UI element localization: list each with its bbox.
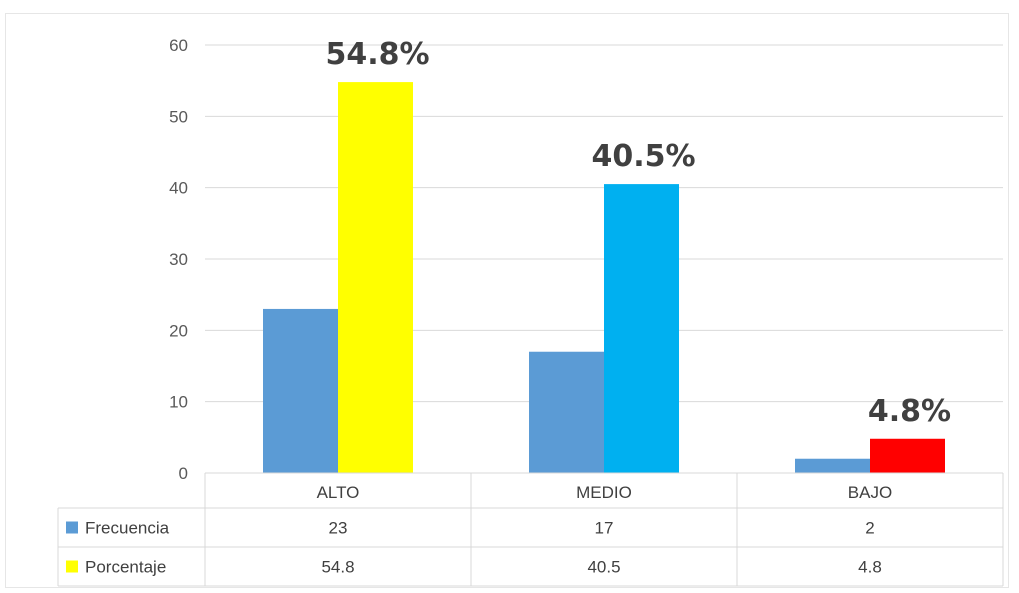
y-tick-label: 10	[169, 393, 188, 412]
category-label: ALTO	[317, 483, 360, 502]
data-table: ALTO MEDIO BAJO Frecuencia 23 17 2 Porcentaje 54…	[57, 472, 1004, 587]
y-tick-label: 60	[169, 36, 188, 55]
table-cell: 23	[329, 519, 348, 538]
legend-key-frecuencia	[66, 521, 78, 534]
bars	[263, 82, 945, 474]
category-label: MEDIO	[576, 483, 632, 502]
data-label: 54.8%	[325, 37, 429, 72]
bar-frecuencia-bajo	[795, 458, 870, 473]
table-cell: 4.8	[858, 558, 882, 577]
legend-key-porcentaje	[66, 560, 78, 573]
table-cell: 40.5	[587, 558, 620, 577]
data-labels: 54.8% 40.5% 4.8%	[325, 37, 951, 429]
y-tick-label: 30	[169, 250, 188, 269]
y-tick-label: 20	[169, 321, 188, 340]
y-tick-label: 50	[169, 107, 188, 126]
y-tick-label: 40	[169, 179, 188, 198]
table-cell: 54.8	[321, 558, 354, 577]
chart-frame	[5, 13, 1009, 588]
table-cell: 17	[595, 519, 614, 538]
bar-frecuencia-alto	[263, 308, 338, 473]
y-axis: 0 10 20 30 40 50 60	[169, 36, 188, 483]
bar-porcentaje-alto	[338, 82, 413, 474]
y-tick-label: 0	[179, 464, 188, 483]
legend-label-porcentaje: Porcentaje	[85, 558, 166, 577]
bar-porcentaje-medio	[604, 184, 679, 473]
bar-porcentaje-bajo	[870, 438, 945, 473]
bar-frecuencia-medio	[529, 351, 604, 473]
table-cell: 2	[865, 519, 874, 538]
category-label: BAJO	[848, 483, 892, 502]
data-label: 40.5%	[591, 139, 695, 174]
data-label: 4.8%	[868, 394, 951, 429]
legend-label-frecuencia: Frecuencia	[85, 519, 170, 538]
